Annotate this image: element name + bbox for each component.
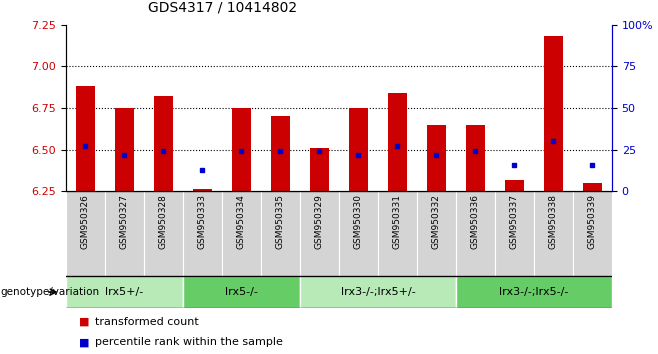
Text: genotype/variation: genotype/variation xyxy=(0,287,99,297)
Bar xyxy=(193,189,212,191)
Bar xyxy=(105,191,144,276)
Text: GSM950330: GSM950330 xyxy=(354,194,363,249)
Bar xyxy=(232,108,251,191)
Bar xyxy=(183,191,222,276)
Bar xyxy=(466,125,485,191)
Text: GSM950332: GSM950332 xyxy=(432,194,441,249)
Text: GSM950336: GSM950336 xyxy=(471,194,480,249)
Bar xyxy=(417,191,456,276)
Bar xyxy=(388,93,407,191)
Text: GSM950337: GSM950337 xyxy=(510,194,519,249)
Bar xyxy=(456,191,495,276)
Text: transformed count: transformed count xyxy=(95,317,199,327)
Text: GSM950328: GSM950328 xyxy=(159,194,168,249)
Text: ■: ■ xyxy=(79,317,89,327)
Text: GSM950326: GSM950326 xyxy=(81,194,89,249)
Bar xyxy=(153,96,173,191)
Bar xyxy=(349,108,368,191)
Text: percentile rank within the sample: percentile rank within the sample xyxy=(95,337,284,348)
Text: lrx3-/-;lrx5+/-: lrx3-/-;lrx5+/- xyxy=(340,287,415,297)
Text: ■: ■ xyxy=(79,337,89,348)
Bar xyxy=(426,125,446,191)
Text: GSM950331: GSM950331 xyxy=(393,194,402,249)
Text: lrx3-/-;lrx5-/-: lrx3-/-;lrx5-/- xyxy=(499,287,569,297)
Bar xyxy=(495,191,534,276)
Text: GDS4317 / 10414802: GDS4317 / 10414802 xyxy=(147,0,297,14)
Text: GSM950334: GSM950334 xyxy=(237,194,246,249)
Text: GSM950338: GSM950338 xyxy=(549,194,558,249)
Bar xyxy=(378,191,417,276)
Text: GSM950329: GSM950329 xyxy=(315,194,324,249)
Bar xyxy=(144,191,183,276)
Bar xyxy=(544,36,563,191)
Bar xyxy=(114,108,134,191)
Bar xyxy=(573,191,612,276)
Bar xyxy=(300,276,456,308)
Text: lrx5+/-: lrx5+/- xyxy=(105,287,143,297)
Text: GSM950333: GSM950333 xyxy=(198,194,207,249)
Bar xyxy=(339,191,378,276)
Bar xyxy=(183,276,300,308)
Bar xyxy=(270,116,290,191)
Text: GSM950327: GSM950327 xyxy=(120,194,129,249)
Text: GSM950339: GSM950339 xyxy=(588,194,597,249)
Bar xyxy=(66,276,183,308)
Bar xyxy=(300,191,339,276)
Bar xyxy=(456,276,612,308)
Bar xyxy=(76,86,95,191)
Bar xyxy=(66,191,105,276)
Bar xyxy=(534,191,573,276)
Bar xyxy=(261,191,300,276)
Text: GSM950335: GSM950335 xyxy=(276,194,285,249)
Bar xyxy=(505,179,524,191)
Bar xyxy=(222,191,261,276)
Bar xyxy=(310,148,329,191)
Bar xyxy=(583,183,602,191)
Text: lrx5-/-: lrx5-/- xyxy=(225,287,258,297)
